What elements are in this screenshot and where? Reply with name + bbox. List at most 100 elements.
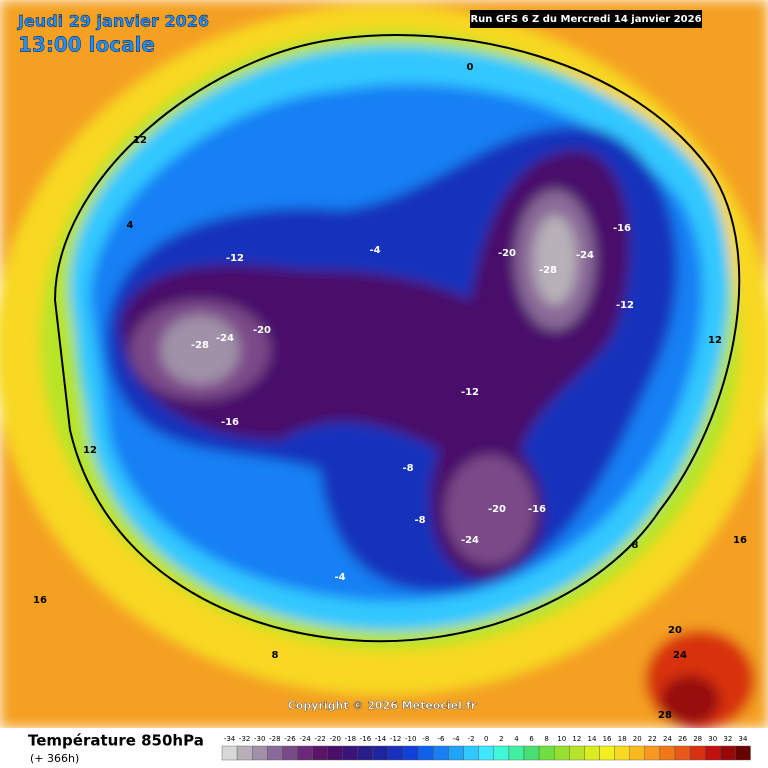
color-swatch [342, 745, 359, 761]
color-swatch [569, 745, 585, 761]
colorbar-label: -30 [254, 735, 265, 743]
colorbar-label: 0 [484, 735, 488, 743]
colorbar-label: 4 [514, 735, 519, 743]
color-swatch [554, 745, 570, 761]
colorbar-label: -18 [345, 735, 356, 743]
contour-label: 8 [632, 540, 639, 551]
color-swatch [297, 745, 313, 761]
temperature-field [0, 0, 768, 730]
color-swatch [433, 745, 449, 761]
color-swatch [629, 745, 646, 761]
contour-label: 16 [33, 595, 47, 606]
colorbar-label: -24 [299, 735, 311, 743]
colorbar-label: 34 [738, 735, 747, 743]
color-swatch [267, 745, 283, 761]
contour-label: -28 [539, 265, 557, 276]
contour-label: -28 [191, 340, 209, 351]
contour-label: -12 [616, 300, 634, 311]
contour-label: 16 [733, 535, 747, 546]
colorbar-label: 2 [499, 735, 503, 743]
contour-label: -4 [334, 572, 345, 583]
contour-label: -24 [216, 333, 234, 344]
color-swatch [236, 745, 253, 761]
color-swatch [584, 745, 600, 761]
contour-label: -12 [461, 387, 479, 398]
run-info: Run GFS 6 Z du Mercredi 14 janvier 2026 [470, 14, 701, 25]
color-swatch [599, 745, 615, 761]
colorbar-label: 14 [587, 735, 596, 743]
color-swatch [644, 745, 661, 761]
color-swatch [538, 745, 555, 761]
colorbar-label: -14 [375, 735, 387, 743]
contour-label: -16 [221, 417, 239, 428]
contour-label: -8 [414, 515, 425, 526]
colorbar-label: -20 [330, 735, 341, 743]
colorbar-label: 22 [648, 735, 657, 743]
color-swatch [493, 745, 510, 761]
contour-label: 8 [272, 650, 279, 661]
contour-label: -24 [461, 535, 479, 546]
colorbar-label: 18 [618, 735, 627, 743]
contour-label: -4 [369, 245, 380, 256]
contour-label: 12 [133, 135, 147, 146]
color-swatch [327, 745, 344, 761]
color-swatch [448, 745, 464, 761]
contour-label: -8 [402, 463, 413, 474]
colorbar-label: 12 [572, 735, 581, 743]
color-swatch [387, 745, 404, 761]
color-swatch [357, 745, 374, 761]
colorbar-label: -12 [390, 735, 401, 743]
contour-label: -16 [528, 504, 546, 515]
color-swatch [674, 745, 691, 761]
color-swatch [478, 745, 495, 761]
contour-label: -12 [226, 253, 244, 264]
colorbar-label: 28 [693, 735, 702, 743]
colorbar-label: -26 [284, 735, 296, 743]
contour-label: -20 [498, 248, 516, 259]
color-swatch [705, 745, 721, 761]
colorbar-label: -2 [468, 735, 475, 743]
legend-subtitle: (+ 366h) [30, 752, 79, 765]
color-swatch [312, 745, 328, 761]
color-swatch [659, 745, 676, 761]
colorbar-label: -4 [453, 735, 461, 743]
contour-labels: -28 -24 -20 -16 -12 -28 -24 -20 -16 -12 -24 -20 -16 -… [33, 62, 747, 721]
colorbar-label: -16 [360, 735, 372, 743]
date: Jeudi 29 janvier 2026 [17, 12, 209, 31]
colorbar-label: 30 [708, 735, 717, 743]
color-swatch [508, 745, 525, 761]
colorbar: -34 -32 -30 -28 -26 -24 -22 -20 -18 -16 -14 -12 -10-… [221, 735, 751, 761]
freezing-contour [53, 34, 741, 643]
header: Jeudi 29 janvier 2026 13:00 locale Run G… [17, 10, 702, 712]
color-swatch [418, 745, 434, 761]
color-swatch [251, 745, 268, 761]
colorbar-label: -22 [314, 735, 325, 743]
colorbar-label: 8 [544, 735, 548, 743]
colorbar-label: 6 [529, 735, 534, 743]
color-swatch [614, 745, 630, 761]
colorbar-label: 32 [723, 735, 732, 743]
colorbar-label: -34 [224, 735, 236, 743]
colorbar-label: -6 [437, 735, 445, 743]
colorbar-label: 10 [557, 735, 566, 743]
colorbar-label: 20 [633, 735, 642, 743]
color-swatch [720, 745, 736, 761]
colorbar-label: 26 [678, 735, 687, 743]
color-swatch [689, 745, 706, 761]
contour-label: -20 [488, 504, 506, 515]
colorbar-label: 24 [663, 735, 672, 743]
contour-label: 28 [658, 710, 672, 721]
contour-label: 24 [673, 650, 687, 661]
contour-label: -20 [253, 325, 271, 336]
colorbar-label: -32 [239, 735, 250, 743]
colorbar-label: -28 [269, 735, 280, 743]
color-swatch [403, 745, 419, 761]
contour-label: 20 [668, 625, 682, 636]
color-swatch [523, 745, 540, 761]
colorbar-label: -10 [405, 735, 416, 743]
color-swatch [735, 745, 751, 761]
run-banner [470, 10, 702, 28]
colorbar-label: 16 [603, 735, 612, 743]
